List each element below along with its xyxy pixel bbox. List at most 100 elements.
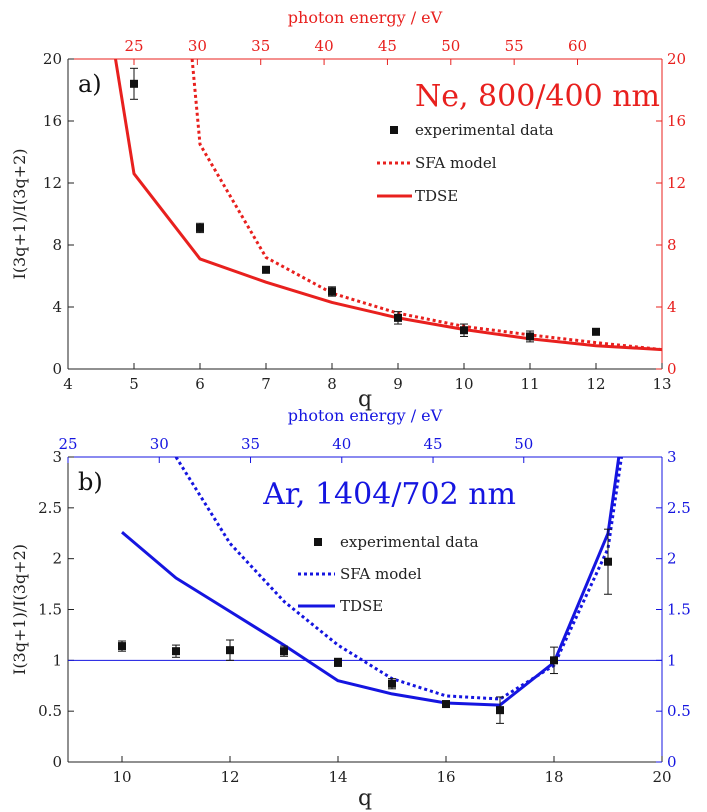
y-tick-label: 4 xyxy=(52,298,62,316)
y-axis-title: I(3q+1)/I(3q+2) xyxy=(10,544,29,675)
top-tick-label: 45 xyxy=(423,435,442,453)
x-axis-title: q xyxy=(358,387,372,412)
x-tick-label: 8 xyxy=(327,375,337,393)
legend: experimental data SFA model TDSE xyxy=(298,533,479,615)
panel-b: 10 12 14 16 18 200 00.5 0.51 11.5 1.52 22.5 2.53 325… xyxy=(10,406,691,811)
top-tick-label: 50 xyxy=(514,435,533,453)
sfa-line xyxy=(174,457,623,701)
right-y-tick-label: 8 xyxy=(667,236,677,254)
right-y-tick-label: 2 xyxy=(667,550,677,568)
top-tick-label: 55 xyxy=(505,37,524,55)
legend-label: SFA model xyxy=(415,154,497,172)
x-tick-label: 12 xyxy=(220,768,239,786)
data-point xyxy=(442,700,450,709)
panel-label: b) xyxy=(78,468,103,496)
right-y-tick-label: 12 xyxy=(667,174,686,192)
chart-annotation: Ar, 1404/702 nm xyxy=(262,477,516,512)
top-tick-label: 50 xyxy=(441,37,460,55)
top-tick-label: 25 xyxy=(58,435,77,453)
right-y-tick-label: 2.5 xyxy=(667,499,691,517)
top-tick-label: 35 xyxy=(251,37,270,55)
y-tick-label: 3 xyxy=(52,448,62,466)
legend-label: experimental data xyxy=(415,121,554,139)
right-y-tick-label: 0 xyxy=(667,360,677,378)
tdse-line xyxy=(121,457,621,707)
x-tick-label: 10 xyxy=(112,768,131,786)
x-tick-label: 11 xyxy=(520,375,539,393)
data-point xyxy=(460,326,468,335)
x-tick-label: 14 xyxy=(328,768,347,786)
y-tick-label: 0 xyxy=(52,753,62,771)
right-y-tick-label: 0 xyxy=(667,753,677,771)
top-tick-label: 40 xyxy=(315,37,334,55)
top-tick-label: 30 xyxy=(188,37,207,55)
top-tick-label: 30 xyxy=(150,435,169,453)
legend-label: SFA model xyxy=(340,565,422,583)
data-point xyxy=(130,79,138,88)
x-tick-label: 9 xyxy=(393,375,403,393)
data-point xyxy=(526,332,534,341)
top-tick-label: 40 xyxy=(332,435,351,453)
y-tick-label: 0.5 xyxy=(38,702,62,720)
x-tick-label: 10 xyxy=(454,375,473,393)
data-point xyxy=(334,658,342,667)
data-point xyxy=(226,646,234,655)
legend-label: TDSE xyxy=(415,187,458,205)
top-tick-label: 45 xyxy=(378,37,397,55)
data-point xyxy=(388,679,396,688)
top-axis-title: photon energy / eV xyxy=(288,406,443,425)
x-tick-label: 6 xyxy=(195,375,205,393)
x-axis-title: q xyxy=(358,786,372,811)
legend-label: TDSE xyxy=(340,597,383,615)
right-y-tick-label: 1 xyxy=(667,651,677,669)
y-tick-label: 12 xyxy=(43,174,62,192)
y-tick-label: 0 xyxy=(52,360,62,378)
top-axis-title: photon energy / eV xyxy=(288,8,443,27)
chart-annotation: Ne, 800/400 nm xyxy=(415,79,660,114)
x-tick-label: 18 xyxy=(544,768,563,786)
y-tick-label: 8 xyxy=(52,236,62,254)
right-y-tick-label: 16 xyxy=(667,112,686,130)
right-y-tick-label: 0.5 xyxy=(667,702,691,720)
data-point xyxy=(496,706,504,715)
plot-area xyxy=(68,457,662,707)
y-axis-title: I(3q+1)/I(3q+2) xyxy=(10,148,29,279)
y-tick-label: 1 xyxy=(52,651,62,669)
data-point xyxy=(592,327,600,336)
right-y-tick-label: 3 xyxy=(667,448,677,466)
legend-label: experimental data xyxy=(340,533,479,551)
legend-marker-experimental xyxy=(314,538,322,546)
y-tick-label: 2 xyxy=(52,550,62,568)
x-tick-label: 20 xyxy=(652,768,671,786)
data-point xyxy=(328,287,336,296)
panel-label: a) xyxy=(78,70,102,98)
y-tick-label: 16 xyxy=(43,112,62,130)
x-tick-label: 13 xyxy=(652,375,671,393)
data-point xyxy=(172,647,180,656)
top-tick-label: 60 xyxy=(568,37,587,55)
y-tick-label: 20 xyxy=(43,50,62,68)
legend: experimental data SFA model TDSE xyxy=(377,121,554,205)
tdse-line xyxy=(114,59,662,352)
top-tick-label: 35 xyxy=(241,435,260,453)
x-tick-label: 7 xyxy=(261,375,271,393)
right-y-tick-label: 20 xyxy=(667,50,686,68)
right-y-tick-label: 4 xyxy=(667,298,677,316)
x-tick-label: 4 xyxy=(63,375,73,393)
legend-marker-experimental xyxy=(390,126,398,134)
top-tick-label: 25 xyxy=(124,37,143,55)
data-point xyxy=(550,656,558,665)
x-tick-label: 12 xyxy=(586,375,605,393)
data-point xyxy=(196,223,204,232)
data-point xyxy=(604,557,612,566)
right-y-tick-label: 1.5 xyxy=(667,601,691,619)
x-tick-label: 16 xyxy=(436,768,455,786)
data-point xyxy=(262,265,270,274)
x-tick-label: 5 xyxy=(129,375,139,393)
y-tick-label: 2.5 xyxy=(38,499,62,517)
y-tick-label: 1.5 xyxy=(38,601,62,619)
data-point xyxy=(118,642,126,651)
data-point xyxy=(280,647,288,656)
